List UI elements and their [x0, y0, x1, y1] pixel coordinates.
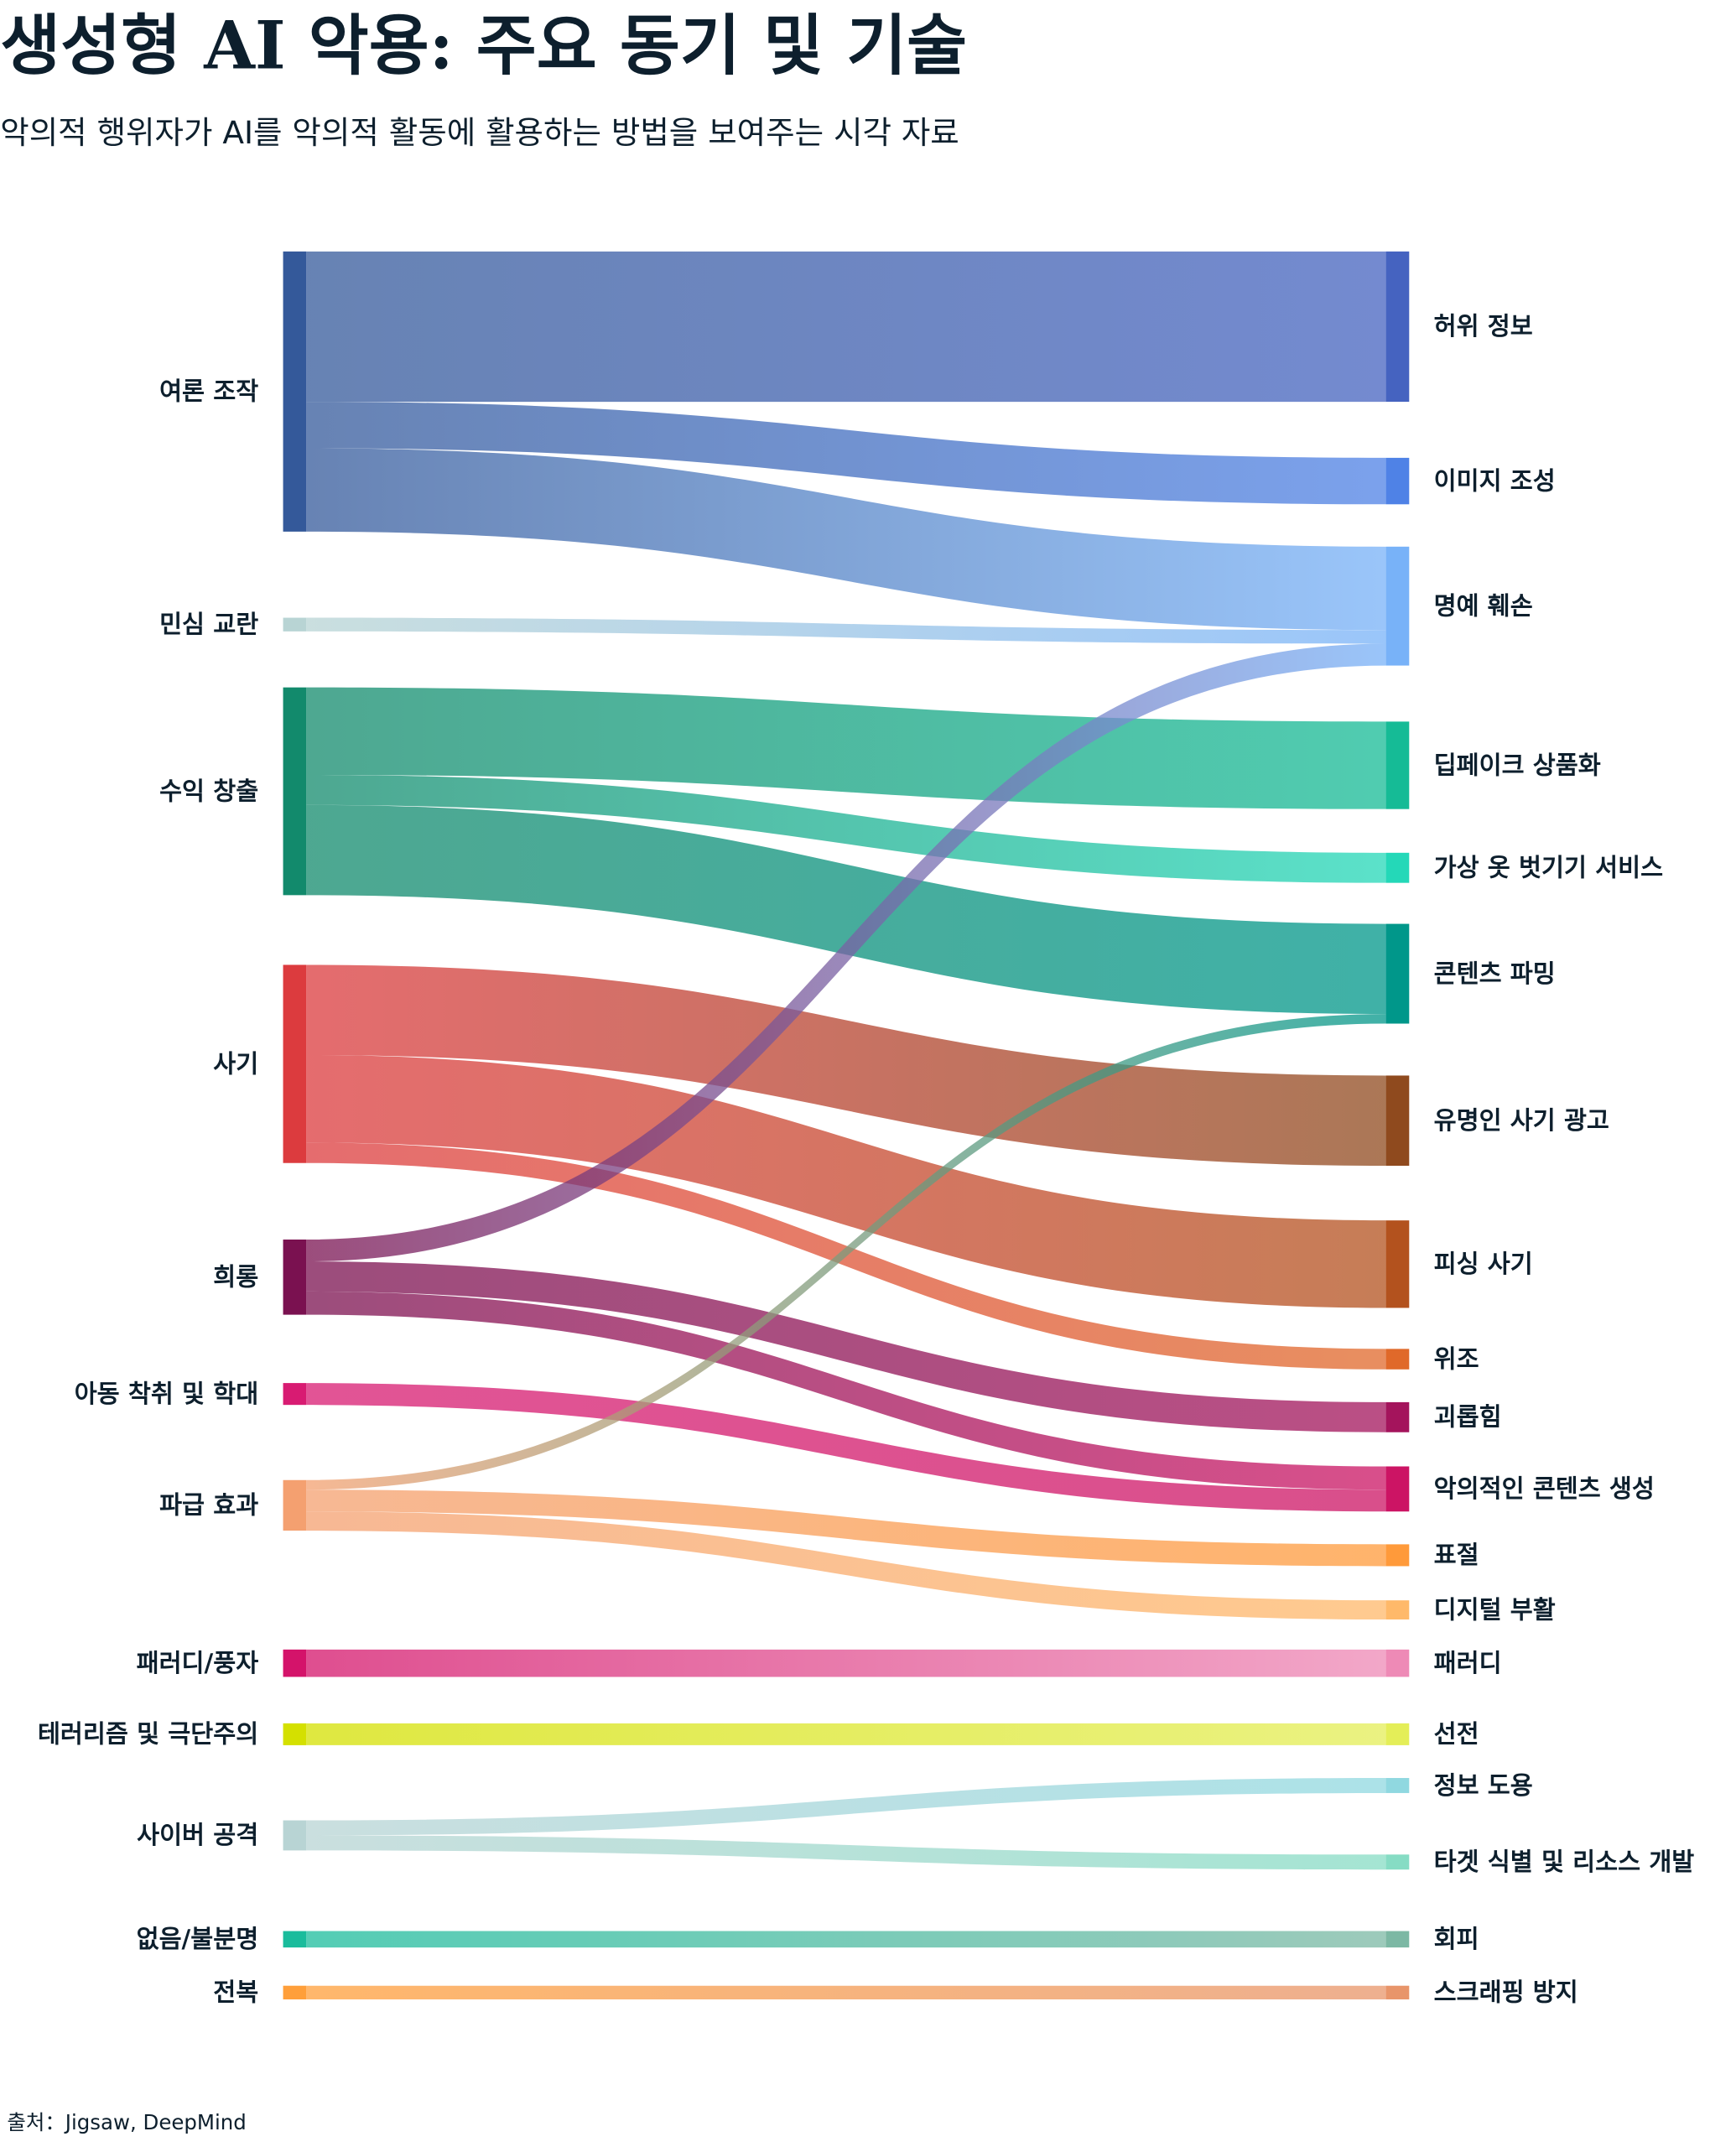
target-node — [1385, 1649, 1410, 1677]
target-node — [1385, 1600, 1410, 1619]
target-node — [1385, 1985, 1410, 2000]
source-label: 테러리즘 및 극단주의 — [38, 1720, 258, 1749]
source-node — [283, 1931, 307, 1948]
target-label: 가상 옷 벗기기 서비스 — [1434, 854, 1663, 882]
target-label: 피싱 사기 — [1434, 1250, 1533, 1278]
target-node — [1385, 1075, 1410, 1166]
target-label: 정보 도용 — [1434, 1771, 1533, 1800]
target-label: 패러디 — [1434, 1649, 1502, 1677]
target-label: 회피 — [1434, 1925, 1479, 1953]
target-label: 유명인 사기 광고 — [1434, 1106, 1609, 1135]
source-label: 전복 — [213, 1978, 258, 2007]
sankey-link — [306, 1985, 1386, 2000]
target-label: 선전 — [1434, 1720, 1479, 1749]
sankey-link — [306, 1723, 1386, 1745]
source-node — [283, 1239, 307, 1315]
target-label: 딥페이크 상품화 — [1434, 751, 1601, 779]
target-node — [1385, 251, 1410, 403]
target-label: 표절 — [1434, 1541, 1479, 1569]
target-label: 악의적인 콘텐츠 생성 — [1434, 1474, 1655, 1503]
source-node — [283, 1820, 307, 1851]
page-title: 생성형 AI 악용: 주요 동기 및 기술 — [0, 8, 967, 84]
sankey-link — [306, 251, 1386, 403]
source-node — [283, 1649, 307, 1677]
target-node — [1385, 1544, 1410, 1567]
sankey-link — [306, 1489, 1386, 1567]
target-node — [1385, 1466, 1410, 1512]
source-node — [283, 251, 307, 532]
sankey-link — [306, 1055, 1386, 1308]
source-label: 파급 효과 — [159, 1491, 258, 1520]
target-label: 스크래핑 방지 — [1434, 1978, 1578, 2007]
sankey-link — [306, 1649, 1386, 1677]
source-label: 여론 조작 — [159, 377, 258, 406]
source-label: 수익 창출 — [159, 777, 258, 805]
sankey-link — [306, 804, 1386, 1015]
sankey-link — [306, 643, 1386, 1262]
source-label: 아동 착취 및 학대 — [75, 1380, 259, 1408]
source-label: 사기 — [213, 1049, 258, 1078]
target-node — [1385, 721, 1410, 809]
source-node — [283, 1985, 307, 2000]
sankey-link — [306, 1835, 1386, 1870]
source-label: 사이버 공격 — [137, 1821, 258, 1849]
sankey-link — [306, 1931, 1386, 1948]
page-subtitle: 악의적 행위자가 AI를 악의적 활동에 활용하는 방법을 보여주는 시각 자료 — [0, 114, 959, 151]
source-node — [283, 687, 307, 896]
nodes-layer — [283, 251, 1410, 2000]
sankey-link — [306, 1014, 1386, 1490]
sankey-link — [306, 402, 1386, 505]
source-label: 패러디/풍자 — [137, 1649, 259, 1677]
target-node — [1385, 1220, 1410, 1308]
target-label: 타겟 식별 및 리소스 개발 — [1434, 1848, 1695, 1876]
sankey-link — [306, 1511, 1386, 1619]
target-label: 디지털 부활 — [1434, 1595, 1556, 1624]
sankey-link — [306, 617, 1386, 644]
source-note: 출처：Jigsaw, DeepMind — [7, 2110, 246, 2134]
source-node — [283, 617, 307, 632]
source-node — [283, 1723, 307, 1745]
sankey-link — [306, 1383, 1386, 1512]
target-node — [1385, 457, 1410, 505]
sankey-link — [306, 774, 1386, 883]
target-node — [1385, 923, 1410, 1024]
sankey-link — [306, 448, 1386, 631]
source-label: 민심 교란 — [159, 610, 258, 638]
target-label: 허위 정보 — [1434, 312, 1533, 341]
sankey-link — [306, 964, 1386, 1166]
source-node — [283, 1479, 307, 1531]
sankey-link — [306, 1291, 1386, 1490]
target-label: 이미지 조성 — [1434, 466, 1556, 495]
sankey-link — [306, 1261, 1386, 1432]
target-node — [1385, 1349, 1410, 1370]
source-label: 희롱 — [213, 1263, 258, 1292]
source-node — [283, 1383, 307, 1406]
target-node — [1385, 1778, 1410, 1793]
source-label: 없음/불분명 — [137, 1925, 259, 1953]
links-layer — [306, 251, 1386, 2000]
target-label: 명예 훼손 — [1434, 591, 1533, 620]
target-label: 콘텐츠 파밍 — [1434, 959, 1556, 988]
sankey-link — [306, 1778, 1386, 1836]
source-node — [283, 964, 307, 1163]
target-node — [1385, 1401, 1410, 1432]
target-node — [1385, 1931, 1410, 1948]
target-label: 위조 — [1434, 1344, 1479, 1373]
target-node — [1385, 1723, 1410, 1745]
sankey-link — [306, 687, 1386, 809]
target-label: 괴롭힘 — [1434, 1403, 1502, 1432]
target-node — [1385, 1854, 1410, 1870]
target-node — [1385, 546, 1410, 666]
target-node — [1385, 852, 1410, 883]
